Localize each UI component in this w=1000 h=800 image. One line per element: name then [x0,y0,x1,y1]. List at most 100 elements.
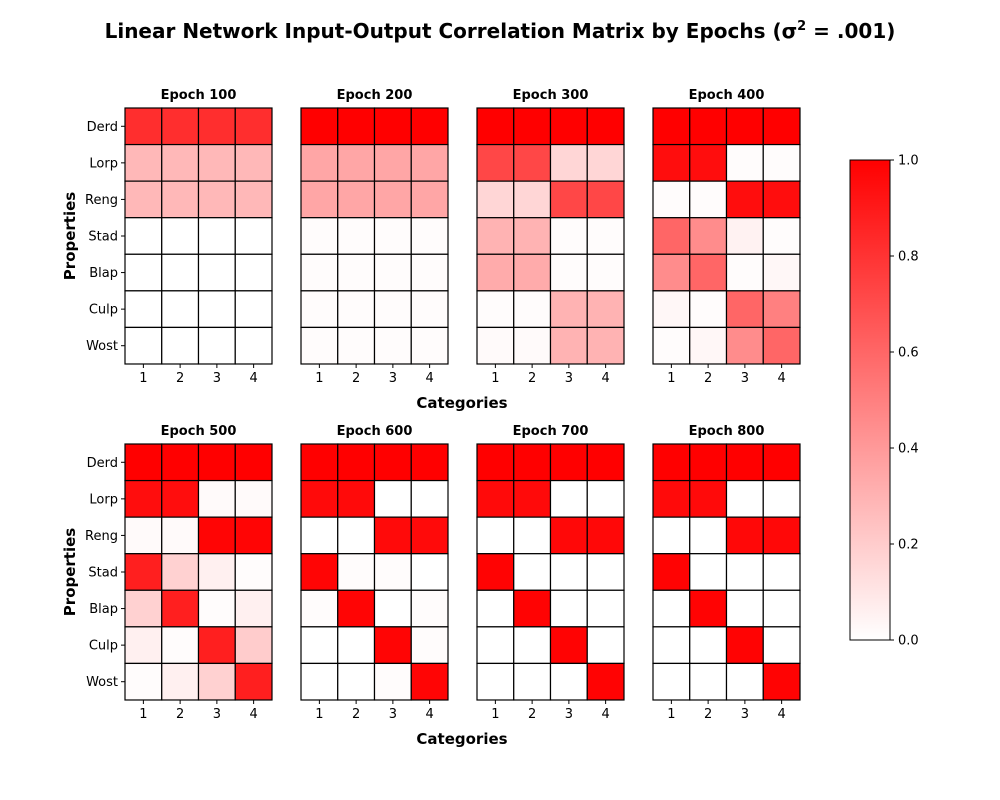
y-tick-label: Culp [89,303,118,318]
heatmap-cell [476,180,515,219]
heatmap-cell [549,589,588,628]
heatmap-cell [762,662,801,701]
heatmap-cell [652,479,691,518]
heatmap-cell [689,479,728,518]
chart-title-tail: = .001) [806,19,895,43]
heatmap-cell [513,107,552,146]
x-tick-label: 2 [352,707,360,722]
heatmap-cell [124,143,163,182]
heatmap-cell [410,479,449,518]
heatmap-cell [300,553,339,591]
heatmap-cell [124,290,163,329]
heatmap-cell [161,143,200,182]
heatmap-cell [476,479,515,518]
colorbar-tick-label: 0.4 [898,442,919,457]
heatmap-cell [234,180,273,219]
heatmap-cell [652,143,691,182]
y-tick-label: Culp [89,639,118,654]
x-tick-label: 3 [389,707,397,722]
heatmap-cell [725,143,764,182]
heatmap-cell [337,143,376,182]
heatmap-cell [725,290,764,329]
heatmap-cell [161,290,200,329]
heatmap-cell [124,479,163,518]
x-tick-label: 2 [352,371,360,386]
heatmap-cell [586,443,625,482]
heatmap-cell [337,479,376,518]
heatmap-cell [161,626,200,665]
heatmap-cell [197,107,236,146]
panel-title: Epoch 700 [513,424,589,439]
heatmap-cell [476,589,515,628]
heatmap-cell [652,626,691,665]
heatmap-cell [124,107,163,146]
x-tick-label: 1 [491,707,499,722]
heatmap-cell [762,589,801,628]
y-tick-label: Wost [86,675,118,690]
heatmap-cell [652,253,691,292]
heatmap-cell [586,626,625,665]
heatmap-cell [161,180,200,219]
heatmap-cell [300,290,339,329]
heatmap-cell [300,253,339,292]
heatmap-cell [124,326,163,365]
heatmap-cell [124,443,163,482]
heatmap-cell [476,290,515,329]
heatmap-cell [549,479,588,518]
heatmap-cell [652,553,691,591]
heatmap-cell [652,180,691,219]
panel-title: Epoch 300 [513,88,589,103]
panel-title: Epoch 400 [689,88,765,103]
heatmap-cell [410,107,449,146]
heatmap-cell [300,479,339,518]
x-tick-label: 4 [601,371,609,386]
heatmap-cell [124,253,163,292]
x-tick-label: 3 [741,371,749,386]
heatmap-cell [476,662,515,701]
panel-title: Epoch 800 [689,424,765,439]
heatmap-cell [300,516,339,555]
heatmap-cell [586,217,625,255]
heatmap-cell [337,626,376,665]
y-tick-label: Blap [89,602,118,617]
colorbar-tick-label: 0.2 [898,538,919,553]
heatmap-cell [513,143,552,182]
heatmap-cell [124,626,163,665]
heatmap-cell [337,217,376,255]
heatmap-cell [762,326,801,365]
heatmap-cell [337,553,376,591]
heatmap-cell [689,553,728,591]
heatmap-cell [762,516,801,555]
x-tick-label: 1 [139,707,147,722]
heatmap-cell [652,107,691,146]
heatmap-cell [161,662,200,701]
heatmap-cell [234,253,273,292]
heatmap-cell [762,443,801,482]
heatmap-cell [513,443,552,482]
heatmap-cell [124,662,163,701]
heatmap-cell [373,589,412,628]
heatmap-cell [410,290,449,329]
heatmap-cell [161,479,200,518]
heatmap-cell [161,326,200,365]
heatmap-cell [513,589,552,628]
heatmap-cell [762,107,801,146]
colorbar-tick-label: 0.6 [898,346,919,361]
heatmap-cell [513,516,552,555]
heatmap-cell [124,589,163,628]
heatmap-cell [337,326,376,365]
heatmap-cell [762,290,801,329]
y-axis-label-top-row: Properties [61,192,79,280]
heatmap-cell [410,326,449,365]
heatmap-cell [476,217,515,255]
x-tick-label: 2 [704,707,712,722]
heatmap-cell [513,290,552,329]
heatmap-cell [513,626,552,665]
heatmap-cell [234,589,273,628]
heatmap-cell [373,253,412,292]
heatmap-cell [549,326,588,365]
heatmap-cell [762,180,801,219]
heatmap-cell [586,516,625,555]
heatmap-cell [725,553,764,591]
heatmap-cell [234,290,273,329]
